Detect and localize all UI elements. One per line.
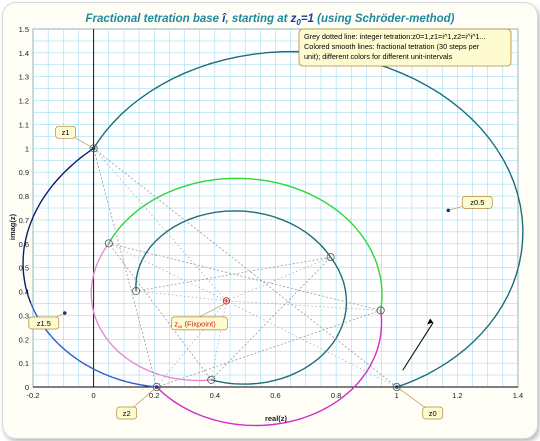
fixpoint-marker <box>222 297 231 305</box>
fixpoint-ray <box>93 148 227 302</box>
y-tick-label: 0.6 <box>19 240 29 249</box>
point-label-box <box>422 406 444 420</box>
y-tick-label: 0.4 <box>19 288 29 297</box>
x-axis-label: real(z) <box>265 414 288 423</box>
point-label-dot <box>446 208 451 213</box>
legend-line-1: Grey dotted line: integer tetration:z0=1… <box>304 32 486 41</box>
y-tick-label: 1.4 <box>19 49 29 58</box>
y-tick-label: 0.3 <box>19 311 29 320</box>
integer-point-marker <box>207 375 216 384</box>
fixpoint-ray <box>108 243 227 302</box>
y-tick-label: 0 <box>25 383 29 392</box>
x-tick-label: 0.6 <box>270 391 280 400</box>
point-label-text: z1.5 <box>37 319 51 328</box>
point-label-text: z2 <box>123 409 131 418</box>
point-label-dot <box>91 146 96 151</box>
point-label-dot <box>63 311 67 315</box>
title-part-z: z <box>290 13 297 25</box>
spiral-segment <box>22 147 94 304</box>
direction-arrow-head <box>427 318 434 325</box>
point-label-box <box>116 406 138 420</box>
point-label-box <box>55 125 76 139</box>
x-tick-label: 0 <box>92 391 96 400</box>
x-tick-label: 0.8 <box>331 391 341 400</box>
point-label-text: z0.5 <box>470 198 484 207</box>
x-tick-label: -0.2 <box>27 391 40 400</box>
x-tick-label: 1.2 <box>452 391 462 400</box>
legend-box-bg <box>298 28 512 67</box>
plot-area: -0.2 0 0.2 0.4 0.6 0.8 1 1.2 1.400.10.20.30.40.5… <box>19 25 524 427</box>
point-label-dot <box>394 385 399 389</box>
y-tick-label: 0.1 <box>19 359 29 368</box>
title-part-base: î <box>222 13 227 25</box>
legend-line-2: Colored smooth lines: fractional tetrati… <box>304 42 480 51</box>
fixpoint-callout-pointer <box>199 303 225 318</box>
point-label-text: z1 <box>62 128 70 137</box>
y-tick-label: 0.8 <box>19 192 29 201</box>
point-label-box <box>28 316 60 330</box>
integer-tetration-line <box>92 147 398 388</box>
spiral-segment <box>93 50 524 388</box>
title-part-sub: 0 <box>296 18 301 27</box>
fixpoint-ray <box>136 290 227 302</box>
point-label-box <box>461 196 493 209</box>
direction-arrow-shaft <box>402 322 434 371</box>
title-part-2: , starting at <box>224 13 290 25</box>
integer-point-marker <box>152 382 161 391</box>
y-tick-label: 1.3 <box>19 73 29 82</box>
spiral-segment <box>108 177 383 311</box>
x-tick-label: 1 <box>395 391 399 400</box>
y-tick-label: 0.9 <box>19 168 29 177</box>
legend-line-3: unit); different colors for different un… <box>304 52 453 61</box>
spiral-segment <box>135 210 348 385</box>
fixpoint-callout-label: z∞ (Fixpoint) <box>174 319 216 330</box>
chart-svg: Fractional tetration base î, starting at… <box>8 13 524 427</box>
integer-point-marker <box>392 382 401 391</box>
integer-point-marker <box>376 306 385 315</box>
y-tick-label: 1.5 <box>19 25 29 34</box>
fixpoint-ray <box>156 300 227 388</box>
y-tick-label: 0.2 <box>19 335 29 344</box>
point-label-dot <box>154 385 159 389</box>
fixpoint-ray <box>210 300 227 380</box>
x-tick-label: 0.4 <box>210 391 220 400</box>
y-tick-label: 1.2 <box>19 97 29 106</box>
fixpoint-ray <box>226 256 331 302</box>
title-part-eq: =1 <box>301 13 314 25</box>
y-axis-label: imag(z) <box>8 213 17 240</box>
x-tick-label: 0.2 <box>149 391 159 400</box>
integer-point-marker <box>104 239 113 248</box>
y-tick-label: 1 <box>25 144 29 153</box>
x-tick-label: 1.4 <box>513 391 523 400</box>
y-tick-label: 1.1 <box>19 120 29 129</box>
integer-point-marker <box>132 287 141 296</box>
integer-point-marker <box>89 144 98 153</box>
chart-title: Fractional tetration base î, starting at… <box>85 13 454 27</box>
fixpoint-ray <box>226 300 381 311</box>
spiral-segment <box>90 242 212 382</box>
integer-point-marker <box>326 253 335 262</box>
legend-box: Grey dotted line: integer tetration:z0=1… <box>298 28 512 67</box>
title-part-3: (using Schröder-method) <box>314 13 455 25</box>
point-label-text: z0 <box>429 409 437 418</box>
title-part-1: Fractional tetration base <box>85 13 222 25</box>
y-tick-label: 0.7 <box>19 216 29 225</box>
spiral-segment <box>156 310 383 427</box>
